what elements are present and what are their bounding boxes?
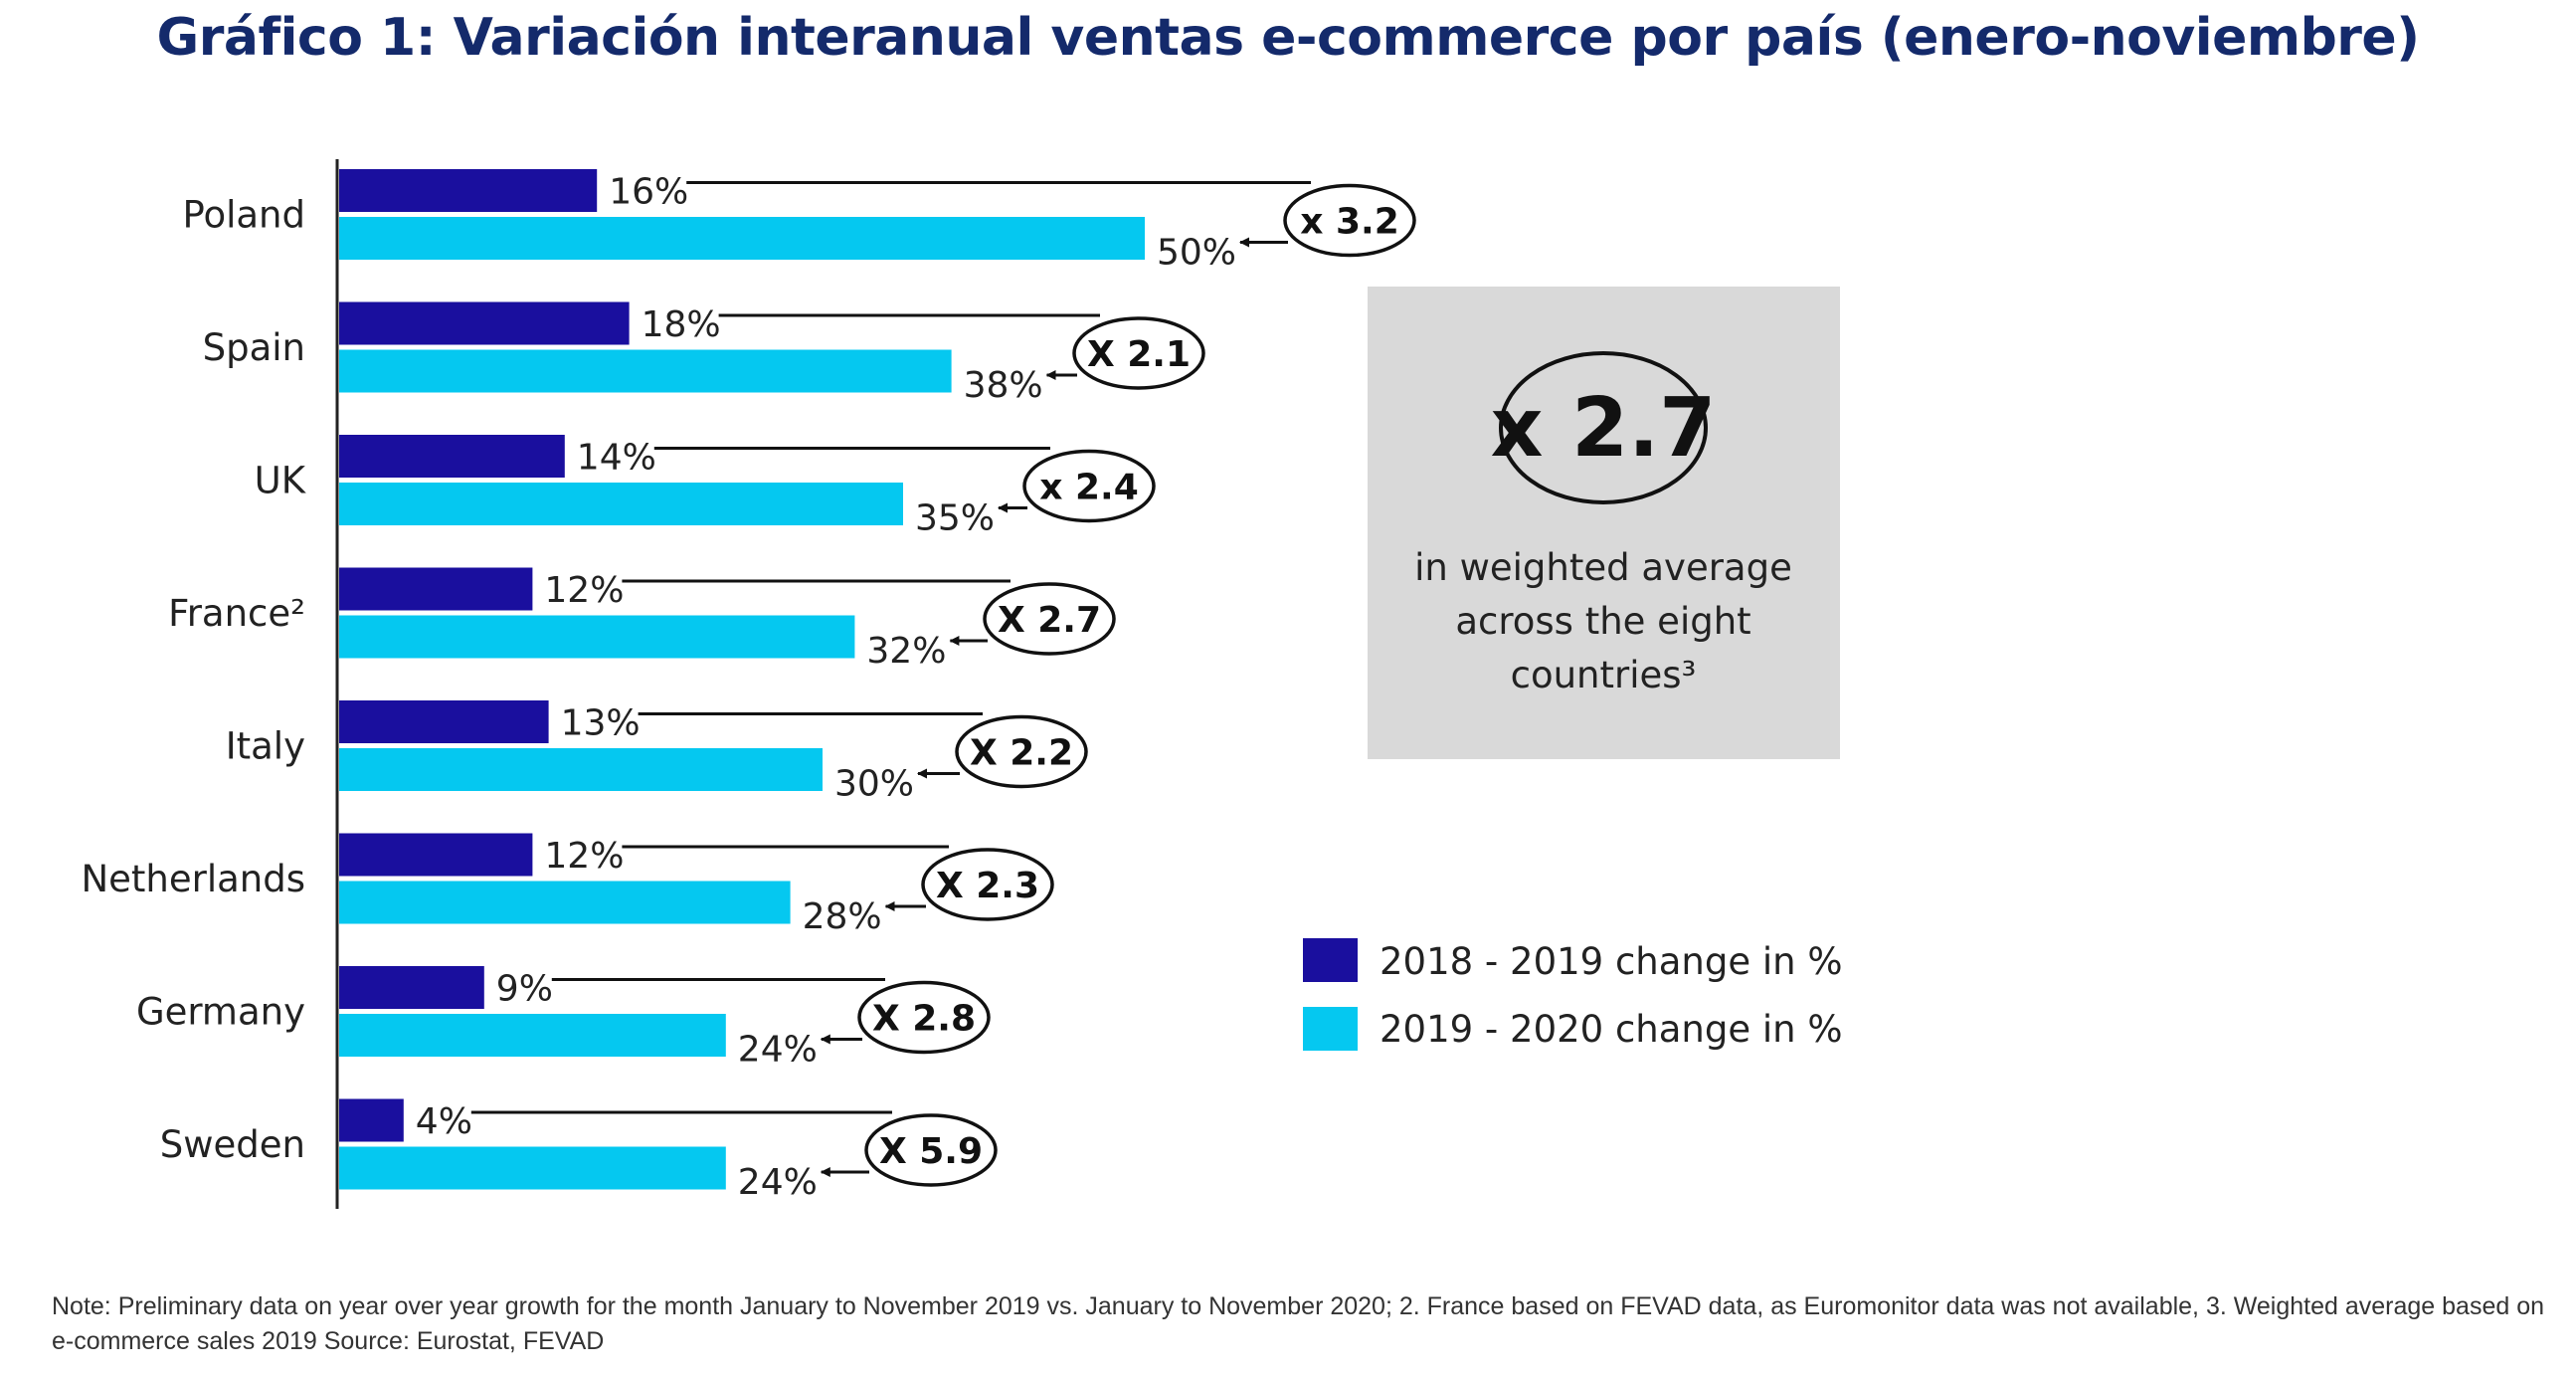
value-label-2018-2019-spain: 18%: [642, 304, 721, 345]
bar-2019-2020-germany: [339, 1014, 726, 1057]
value-label-2019-2020-uk: 35%: [915, 498, 995, 539]
bar-2018-2019-sweden: [339, 1098, 404, 1142]
value-label-2019-2020-germany: 24%: [738, 1030, 818, 1071]
bar-2018-2019-italy: [339, 700, 549, 743]
bar-2018-2019-france: [339, 567, 533, 611]
category-label-italy: Italy: [226, 725, 305, 768]
multiplier-ellipse-italy: [955, 714, 1088, 789]
legend-label-2018-2019: 2018 - 2019 change in %: [1380, 940, 1843, 983]
legend-swatch-2018-2019: [1303, 938, 1358, 982]
value-label-2018-2019-uk: 14%: [577, 438, 656, 479]
bar-2019-2020-italy: [339, 748, 823, 791]
multiplier-ellipse-sweden: [864, 1113, 998, 1187]
value-label-2019-2020-italy: 30%: [834, 764, 914, 805]
multiplier-label-italy: X 2.2: [970, 733, 1073, 774]
value-label-2018-2019-sweden: 4%: [416, 1101, 472, 1142]
category-label-poland: Poland: [182, 194, 305, 237]
value-label-2018-2019-poland: 16%: [609, 172, 688, 213]
value-label-2018-2019-germany: 9%: [496, 969, 553, 1010]
bar-2018-2019-netherlands: [339, 833, 533, 877]
value-label-2019-2020-france: 32%: [866, 631, 946, 672]
chart-marks: Poland 16% 50% x 3.2 Spain 18% 38% X 2.1 UK 14% 35…: [81, 169, 1416, 1203]
callout-line-2: across the eight: [1455, 600, 1750, 643]
category-label-uk: UK: [255, 460, 307, 502]
bar-2019-2020-uk: [339, 483, 903, 525]
value-label-2018-2019-netherlands: 12%: [544, 836, 624, 877]
multiplier-ellipse-germany: [857, 980, 991, 1055]
chart-title: Gráfico 1: Variación interanual ventas e…: [156, 8, 2420, 68]
callout-line-3: countries³: [1511, 654, 1697, 696]
bar-2019-2020-spain: [339, 349, 952, 393]
value-label-2019-2020-spain: 38%: [964, 365, 1043, 406]
value-label-2018-2019-italy: 13%: [561, 703, 641, 744]
multiplier-label-poland: x 3.2: [1300, 202, 1399, 243]
bar-2019-2020-sweden: [339, 1146, 726, 1190]
multiplier-label-netherlands: X 2.3: [936, 866, 1039, 906]
multiplier-ellipse-netherlands: [921, 848, 1054, 921]
value-label-2019-2020-netherlands: 28%: [803, 896, 882, 937]
bar-2018-2019-germany: [339, 966, 484, 1009]
category-label-spain: Spain: [203, 326, 305, 369]
callout-line-1: in weighted average: [1414, 546, 1792, 589]
multiplier-ellipse-uk: [1022, 449, 1156, 523]
multiplier-label-spain: X 2.1: [1087, 334, 1191, 375]
category-label-sweden: Sweden: [160, 1123, 305, 1166]
legend-swatch-2019-2020: [1303, 1007, 1358, 1051]
chart-note: Note: Preliminary data on year over year…: [52, 1292, 2545, 1355]
callout-background: [1368, 287, 1840, 759]
bar-2018-2019-poland: [339, 169, 598, 212]
multiplier-ellipse-spain: [1072, 316, 1205, 390]
value-label-2019-2020-sweden: 24%: [738, 1162, 818, 1203]
multiplier-ellipse-france: [983, 582, 1116, 656]
bar-2018-2019-uk: [339, 435, 565, 478]
callout-multiplier: x 2.7: [1491, 381, 1717, 476]
category-label-france: France²: [168, 592, 305, 635]
multiplier-label-uk: x 2.4: [1039, 468, 1139, 508]
callout-multiplier-ellipse: [1499, 351, 1708, 504]
multiplier-label-sweden: X 5.9: [879, 1131, 983, 1172]
bar-2019-2020-poland: [339, 217, 1145, 260]
legend-label-2019-2020: 2019 - 2020 change in %: [1380, 1008, 1843, 1051]
multiplier-ellipse-poland: [1283, 183, 1416, 258]
multiplier-label-germany: X 2.8: [872, 999, 976, 1040]
callout-box: x 2.7 in weighted average across the eig…: [1368, 287, 1840, 759]
bar-2018-2019-spain: [339, 301, 630, 345]
multiplier-label-france: X 2.7: [998, 600, 1101, 641]
legend: 2018 - 2019 change in % 2019 - 2020 chan…: [1303, 938, 1843, 1051]
category-label-netherlands: Netherlands: [81, 858, 305, 900]
bar-2019-2020-netherlands: [339, 881, 791, 924]
value-label-2018-2019-france: 12%: [544, 570, 624, 611]
bar-2019-2020-france: [339, 615, 855, 659]
value-label-2019-2020-poland: 50%: [1157, 233, 1236, 274]
category-label-germany: Germany: [136, 991, 305, 1034]
